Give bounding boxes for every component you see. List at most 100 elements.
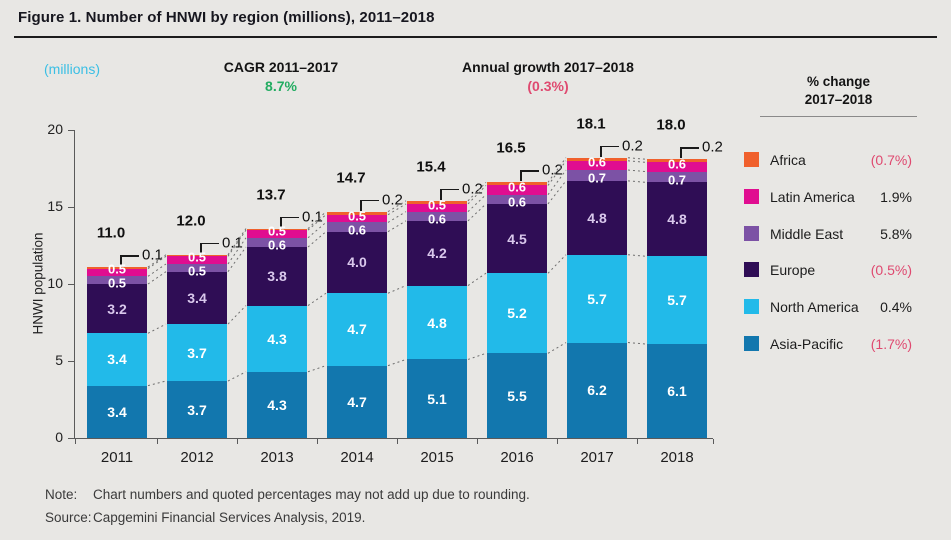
bar-total-label: 12.0 [176,212,206,230]
legend-label: North America [770,299,859,316]
bar-segment-north-america-2014 [327,293,387,366]
legend-label: Europe [770,262,816,279]
segment-value-label: 0.5 [107,261,127,277]
segment-value-label: 0.6 [667,156,687,172]
bar-segment-africa-2011 [87,267,147,269]
segment-value-label: 0.6 [587,154,607,170]
bar-segment-middle-east-2011 [87,276,147,284]
africa-callout-hline [120,255,139,257]
segment-value-label: 0.5 [187,263,207,279]
bar-segment-north-america-2011 [87,333,147,386]
dashed-connector-line [627,254,647,257]
legend-swatch-latin-america [744,188,759,204]
bar-segment-africa-2016 [487,182,547,186]
y-axis-tick [68,437,74,439]
segment-value-label: 5.1 [427,390,447,407]
bar-segment-north-america-2018 [647,256,707,345]
africa-callout-vline [200,242,202,254]
africa-callout-label: 0.1 [302,208,323,226]
legend-item-middle-east: Middle East 5.8% [744,225,912,242]
legend-label: Africa [770,152,806,168]
x-axis-tick [157,439,158,444]
africa-callout-vline [360,199,362,211]
legend-label: Latin America [770,188,855,205]
dashed-connector-line [147,263,167,277]
x-axis-tick [713,439,714,444]
dashed-connector-line [307,231,327,248]
bar-segment-africa-2014 [327,211,387,215]
dashed-connector-line [627,180,647,183]
bar-segment-middle-east-2017 [567,170,627,181]
segment-value-label: 0.7 [587,170,607,186]
segment-value-label: 4.2 [427,245,447,262]
segment-value-label: 5.7 [587,290,607,307]
bar-segment-asia-pacific-2016 [487,353,547,438]
annual-growth-value: (0.3%) [527,78,569,94]
africa-callout-vline [120,255,122,267]
legend-swatch-asia-pacific [744,336,759,351]
y-axis-tick [68,129,74,131]
dashed-connector-line [387,220,407,233]
y-tick-label: 20 [47,121,63,137]
segment-value-label: 0.6 [507,194,527,210]
bar-segment-europe-2017 [567,180,627,255]
bar-segment-middle-east-2013 [247,237,307,248]
x-tick-label-2017: 2017 [580,449,614,466]
legend-swatch-middle-east [744,225,759,241]
bar-segment-asia-pacific-2014 [327,365,387,438]
legend-item-europe: Europe (0.5%) [744,262,912,278]
x-tick-label-2013: 2013 [260,449,294,466]
bar-segment-middle-east-2016 [487,194,547,204]
legend-label: Asia-Pacific [770,336,844,352]
dashed-connector-line [547,342,567,354]
source-text: Capgemini Financial Services Analysis, 2… [93,510,366,525]
africa-callout-hline [600,145,619,148]
axis-unit-note: (millions) [44,61,100,77]
x-tick-label-2015: 2015 [420,449,454,466]
y-axis-tick [68,206,74,208]
legend-value: (1.7%) [870,336,912,352]
bar-segment-africa-2013 [247,228,307,231]
y-tick-label: 15 [47,198,63,214]
bar-segment-latin-america-2015 [407,203,467,212]
y-axis-tick [68,283,74,285]
y-tick-label: 10 [47,275,63,291]
legend-item-africa: Africa (0.7%) [744,152,912,168]
x-axis-tick [317,439,318,444]
africa-callout-vline [600,145,602,157]
x-axis-tick [557,439,558,444]
annual-growth-block: Annual growth 2017–2018 (0.3%) [438,59,658,94]
x-axis-tick [397,439,398,444]
africa-callout-vline [520,170,522,182]
segment-value-label: 4.5 [507,230,527,247]
bar-segment-europe-2014 [327,231,387,294]
bar-segment-north-america-2016 [487,273,547,354]
x-axis-tick [75,439,76,444]
bar-segment-europe-2018 [647,182,707,257]
dashed-connector-line [627,342,647,345]
dashed-connector-line [387,211,407,223]
legend-header: % change 2017–2018 [760,73,917,109]
segment-value-label: 5.7 [667,292,687,309]
segment-value-label: 6.2 [587,382,607,399]
segment-value-label: 4.3 [267,396,287,413]
y-axis-tick [68,360,74,362]
cagr-block: CAGR 2011–2017 8.7% [171,59,391,94]
bar-total-label: 13.7 [256,186,286,204]
x-axis-line [75,438,713,439]
segment-value-label: 0.5 [107,275,127,291]
segment-value-label: 5.2 [507,305,527,322]
bar-segment-middle-east-2018 [647,171,707,183]
bar-segment-asia-pacific-2018 [647,344,707,438]
legend-item-latin-america: Latin America 1.9% [744,188,912,205]
bar-segment-latin-america-2016 [487,185,547,195]
dashed-connector-line [627,160,647,163]
bar-segment-north-america-2017 [567,254,627,343]
africa-callout-hline [440,188,459,191]
segment-value-label: 4.8 [667,211,687,228]
bar-segment-africa-2015 [407,200,467,204]
segment-value-label: 3.7 [187,344,207,361]
legend-divider [760,116,917,117]
segment-value-label: 5.5 [507,387,527,404]
bar-segment-latin-america-2011 [87,268,147,277]
